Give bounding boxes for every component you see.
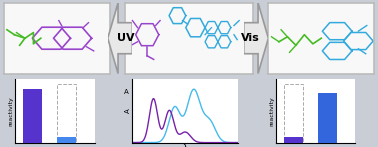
Y-axis label: reactivity: reactivity	[270, 96, 274, 126]
Bar	[23, 89, 42, 143]
Bar	[57, 84, 76, 143]
Bar	[284, 84, 303, 143]
Bar	[57, 137, 76, 143]
X-axis label: λ: λ	[183, 144, 188, 147]
Text: Vis: Vis	[241, 33, 260, 43]
Text: A: A	[124, 89, 129, 95]
Y-axis label: reactivity: reactivity	[9, 96, 14, 126]
Polygon shape	[108, 3, 132, 74]
Bar	[284, 137, 303, 143]
Bar	[318, 93, 337, 143]
Y-axis label: A: A	[125, 109, 131, 113]
Text: UV: UV	[116, 33, 134, 43]
Polygon shape	[244, 3, 268, 74]
